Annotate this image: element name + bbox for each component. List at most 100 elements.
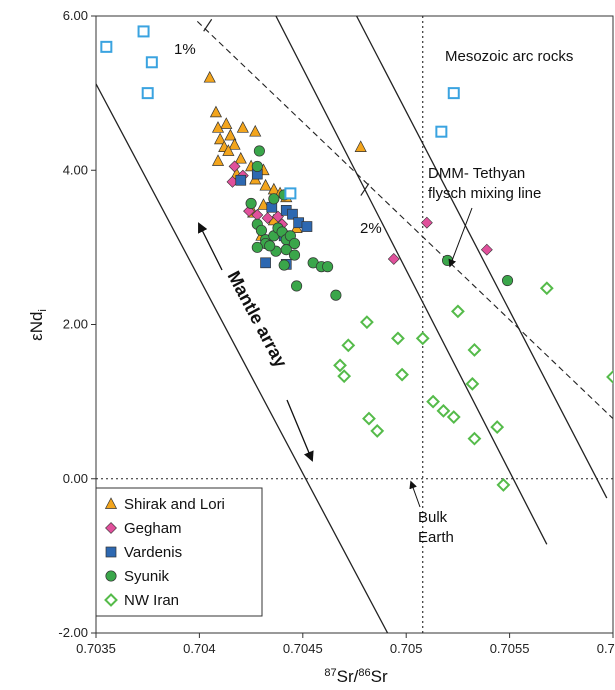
legend-box (95, 487, 263, 617)
point-mesozoic-arc-rocks-4 (447, 87, 460, 100)
point-shirak-and-lori-6 (249, 124, 262, 137)
annotation-mesozoic-arc-rocks: Mesozoic arc rocks (445, 48, 573, 65)
point-nw-iran-6 (415, 331, 430, 346)
reference-line-solid-2 (355, 16, 608, 499)
point-shirak-and-lori-21 (257, 198, 270, 210)
y-tick-label-4: 6.00 (63, 8, 88, 23)
point-vardenis-8 (260, 257, 271, 269)
point-shirak-and-lori-3 (211, 121, 225, 133)
point-syunik-0 (253, 145, 265, 157)
y-tick-label-1: 0.00 (63, 471, 88, 486)
point-nw-iran-10 (436, 403, 451, 418)
y-tick-label-3: 4.00 (63, 162, 88, 177)
point-vardenis-6 (301, 221, 313, 232)
point-syunik-19 (278, 259, 290, 271)
mantle-arrow-up (198, 222, 223, 271)
x-tick-label-1: 0.704 (183, 641, 216, 656)
point-syunik-17 (288, 249, 301, 261)
legend-marker-syunik (105, 570, 117, 582)
point-syunik-25 (268, 193, 280, 205)
mixing-tick-label-1: 1% (174, 41, 196, 58)
bulk-earth-pointer (409, 480, 421, 508)
point-vardenis-0 (235, 174, 247, 186)
legend-label-gegham: Gegham (124, 520, 182, 537)
point-nw-iran-7 (450, 304, 465, 319)
y-tick-label-2: 2.00 (63, 317, 88, 332)
annotation-bulk-earth-1: Bulk (418, 509, 448, 526)
point-syunik-11 (288, 237, 301, 250)
point-gegham-5 (261, 212, 274, 224)
point-mesozoic-arc-rocks-2 (145, 56, 158, 69)
point-mesozoic-arc-rocks-3 (141, 87, 154, 100)
point-nw-iran-9 (426, 394, 440, 409)
legend: Shirak and Lori Gegham Vardenis Syunik N… (95, 487, 263, 617)
point-nw-iran-19 (606, 370, 613, 384)
reference-line-solid-0 (96, 83, 389, 633)
point-gegham-10 (480, 243, 493, 256)
point-nw-iran-14 (362, 411, 376, 426)
point-nw-iran-18 (539, 281, 554, 296)
point-syunik-22 (322, 261, 334, 273)
mixing-tick-mark-2 (360, 183, 370, 196)
point-nw-iran-11 (446, 410, 461, 424)
point-shirak-and-lori-1 (209, 105, 223, 118)
point-syunik-18 (291, 280, 303, 292)
point-gegham-8 (387, 253, 400, 265)
point-nw-iran-2 (337, 369, 352, 384)
point-nw-iran-5 (395, 367, 409, 382)
point-nw-iran-15 (370, 424, 385, 438)
annotation-dmm-line-2: flysch mixing line (428, 185, 541, 202)
point-mesozoic-arc-rocks-5 (435, 125, 448, 138)
point-gegham-0 (228, 160, 241, 173)
point-shirak-and-lori-11 (234, 151, 247, 164)
point-syunik-23 (330, 289, 342, 301)
reference-line-dashed-3 (196, 21, 613, 419)
x-label-end: Sr (371, 667, 388, 686)
point-syunik-4 (255, 224, 267, 236)
legend-marker-gegham (105, 522, 117, 534)
point-shirak-and-lori-9 (228, 138, 241, 150)
point-syunik-27 (501, 274, 514, 287)
y-axis-label: εNdi (27, 309, 49, 341)
mantle-arrow-down (286, 399, 314, 462)
x-tick-label-0: 0.7035 (76, 641, 116, 656)
point-vardenis-4 (287, 208, 298, 220)
point-shirak-and-lori-26 (354, 140, 367, 152)
annotation-dmm-line-1: DMM- Tethyan (428, 165, 525, 182)
point-gegham-9 (420, 216, 433, 229)
legend-label-syunik: Syunik (124, 568, 170, 585)
legend-marker-nw-iran (104, 593, 118, 607)
point-syunik-1 (251, 160, 263, 172)
point-syunik-16 (264, 240, 276, 252)
dmm-pointer (448, 207, 473, 268)
point-nw-iran-13 (467, 431, 482, 446)
legend-marker-vardenis (105, 546, 117, 558)
mixing-tick-label-2: 2% (360, 220, 382, 237)
point-nw-iran-12 (465, 376, 480, 391)
x-label-mid: Sr/ (337, 667, 359, 686)
y-label-main: εNd (27, 312, 46, 341)
point-shirak-and-lori-0 (203, 70, 216, 83)
annotation-bulk-earth-2: Earth (418, 529, 454, 546)
mixing-tick-mark-1 (203, 18, 213, 32)
point-nw-iran-8 (467, 343, 482, 357)
x-tick-label-5: 0.706 (597, 641, 615, 656)
legend-label-nw-iran: NW Iran (124, 592, 179, 609)
y-label-sub: i (37, 309, 49, 311)
point-nw-iran-16 (490, 420, 505, 434)
point-syunik-15 (251, 241, 263, 253)
x-tick-label-3: 0.705 (390, 641, 423, 656)
point-nw-iran-1 (333, 358, 347, 373)
annotation-mantle-array: Mantle array (224, 268, 291, 371)
point-nw-iran-4 (391, 331, 405, 346)
point-syunik-2 (245, 197, 257, 209)
x-label-sup-1: 87 (324, 667, 336, 679)
point-shirak-and-lori-4 (224, 128, 237, 141)
point-shirak-and-lori-7 (214, 132, 227, 145)
point-mesozoic-arc-rocks-1 (137, 25, 150, 38)
axis-ticks: 0.7035 0.704 0.7045 0.705 0.7055 0.706 -2.00 0.… (58, 8, 615, 656)
point-mesozoic-arc-rocks-0 (100, 40, 113, 53)
point-nw-iran-3 (359, 315, 374, 330)
x-axis-label: 87Sr/86Sr (324, 667, 388, 686)
reference-lines (96, 16, 613, 633)
